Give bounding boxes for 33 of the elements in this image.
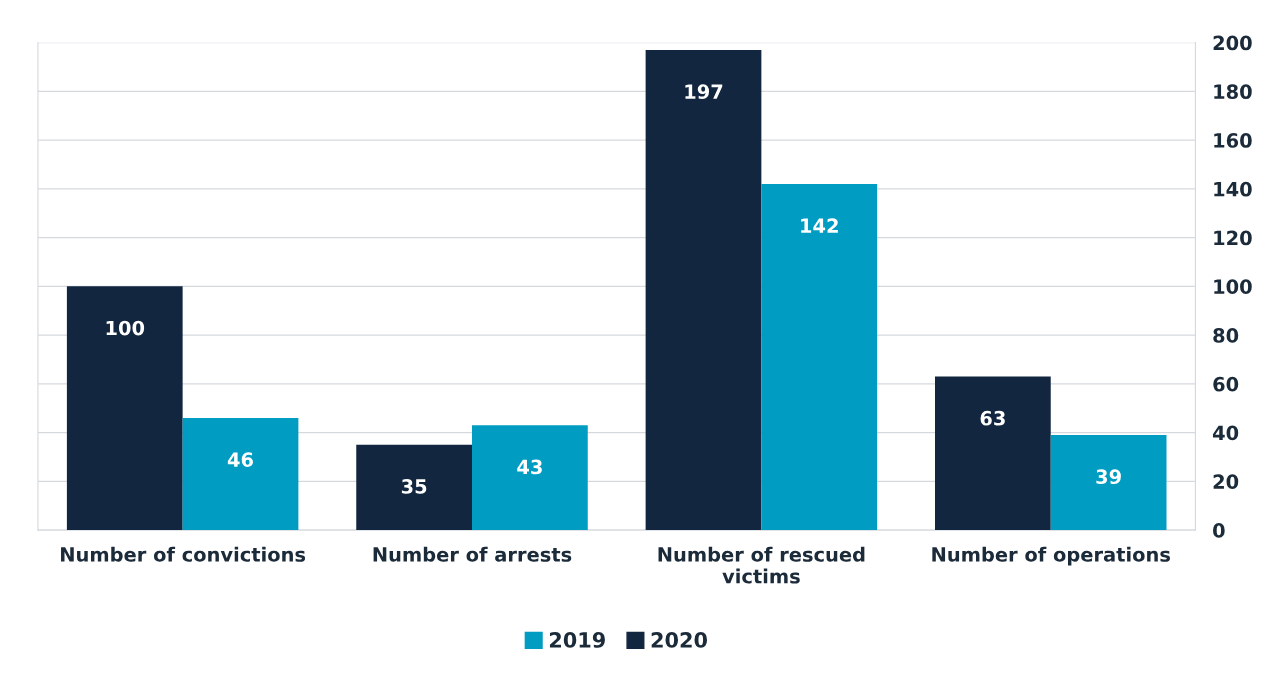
- y-tick-label: 0: [1213, 523, 1225, 538]
- data-label: 43: [517, 459, 542, 475]
- x-tick-label: Number of arrests: [373, 546, 572, 562]
- bar: [182, 417, 299, 531]
- y-tick-label: 60: [1213, 376, 1239, 392]
- bar: [66, 286, 183, 531]
- y-tick-label: 20: [1213, 474, 1239, 490]
- y-tick-label: 180: [1214, 84, 1252, 100]
- x-tick-label: Number of operations: [932, 546, 1170, 566]
- y-tick-label: 160: [1214, 133, 1252, 148]
- x-tick-label: Number of convictions: [61, 546, 306, 562]
- data-label: 100: [106, 320, 145, 336]
- data-label: 35: [401, 479, 427, 494]
- data-label: 39: [1096, 469, 1121, 485]
- data-label: 142: [801, 218, 838, 233]
- y-tick-label: 100: [1214, 279, 1252, 295]
- legend-label: 2019: [549, 632, 605, 648]
- y-tick-label: 120: [1214, 230, 1252, 246]
- y-tick-label: 140: [1214, 181, 1252, 197]
- bar: [1050, 435, 1167, 531]
- bar: [645, 49, 762, 531]
- bar: [356, 444, 472, 531]
- bar: [934, 376, 1051, 531]
- x-tick-label: Number of rescued victims: [658, 546, 865, 584]
- bar: [472, 425, 588, 531]
- bar: [761, 184, 878, 531]
- y-tick-label: 80: [1213, 328, 1239, 343]
- y-tick-label: 200: [1213, 35, 1252, 51]
- legend-label: 2020: [651, 632, 708, 648]
- y-tick-label: 40: [1212, 425, 1239, 441]
- data-label: 197: [685, 84, 723, 99]
- data-label: 46: [227, 452, 253, 467]
- data-label: 63: [980, 410, 1005, 426]
